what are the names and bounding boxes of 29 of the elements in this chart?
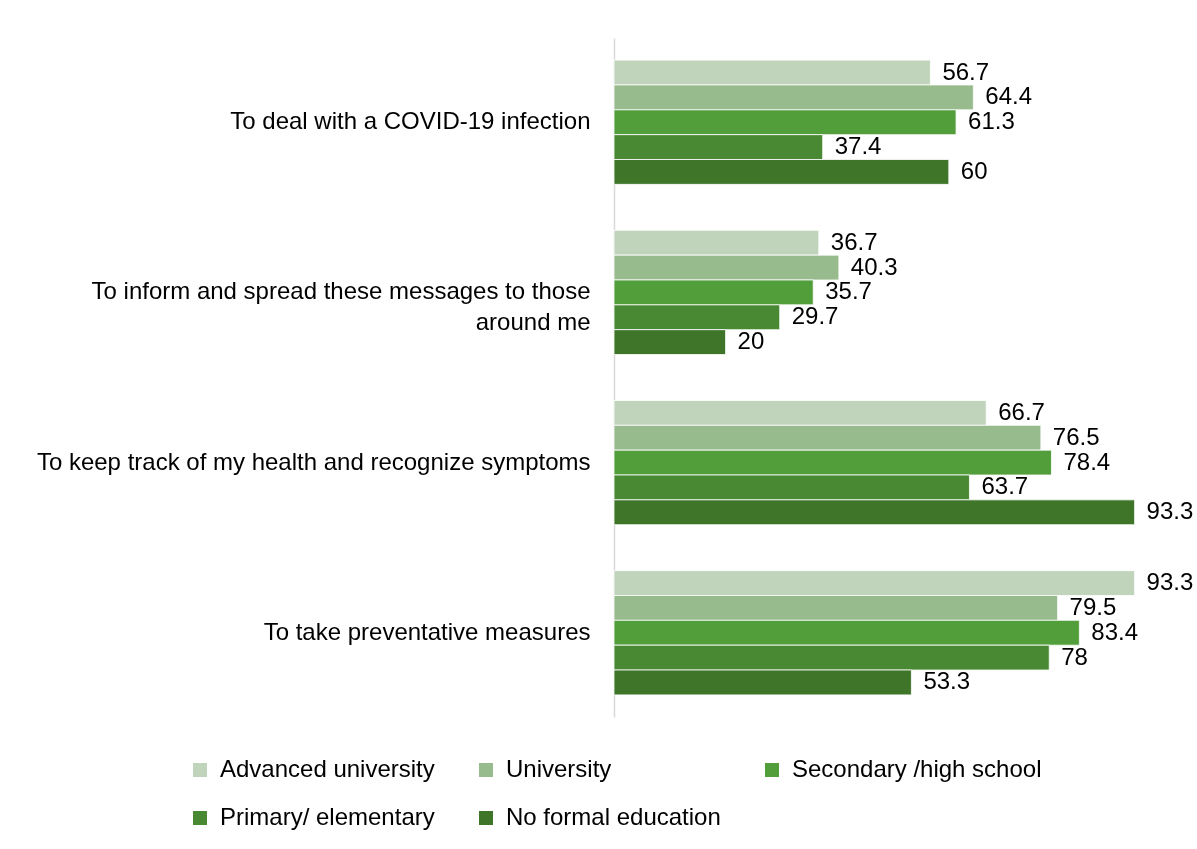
data-label: 53.3 (923, 667, 971, 695)
data-label: 56.7 (942, 57, 990, 85)
data-label: 40.3 (850, 252, 898, 280)
y-tick-label: To take preventative measures (263, 617, 591, 645)
data-label: 79.5 (1069, 592, 1117, 620)
data-label: 78.4 (1063, 447, 1111, 475)
data-label: 37.4 (834, 132, 882, 160)
data-label: 78 (1061, 642, 1088, 670)
data-label: 35.7 (825, 277, 872, 305)
legend-label: University (506, 755, 612, 782)
data-label: 29.7 (791, 302, 839, 330)
data-label: 61.3 (968, 107, 1015, 135)
legend-label: Secondary /high school (792, 755, 1042, 782)
legend-label: No formal education (506, 803, 721, 830)
data-label: 76.5 (1052, 422, 1100, 450)
data-label: 93.3 (1146, 497, 1194, 525)
data-label: 64.4 (985, 82, 1033, 110)
data-label: 20 (737, 327, 765, 355)
legend-label: Primary/ elementary (220, 803, 435, 830)
data-label: 36.7 (830, 227, 878, 255)
data-label: 93.3 (1146, 568, 1194, 596)
data-label: 60 (960, 156, 988, 184)
data-label: 63.7 (981, 472, 1029, 500)
y-tick-label: To inform and spread these messages to those around me (91, 277, 591, 336)
legend-label: Advanced university (220, 755, 435, 782)
data-label: 66.7 (998, 397, 1045, 425)
y-tick-label: To deal with a COVID-19 infection (230, 107, 591, 135)
y-tick-label: To keep track of my health and recognize symptoms (36, 447, 591, 475)
data-label: 83.4 (1091, 617, 1139, 645)
